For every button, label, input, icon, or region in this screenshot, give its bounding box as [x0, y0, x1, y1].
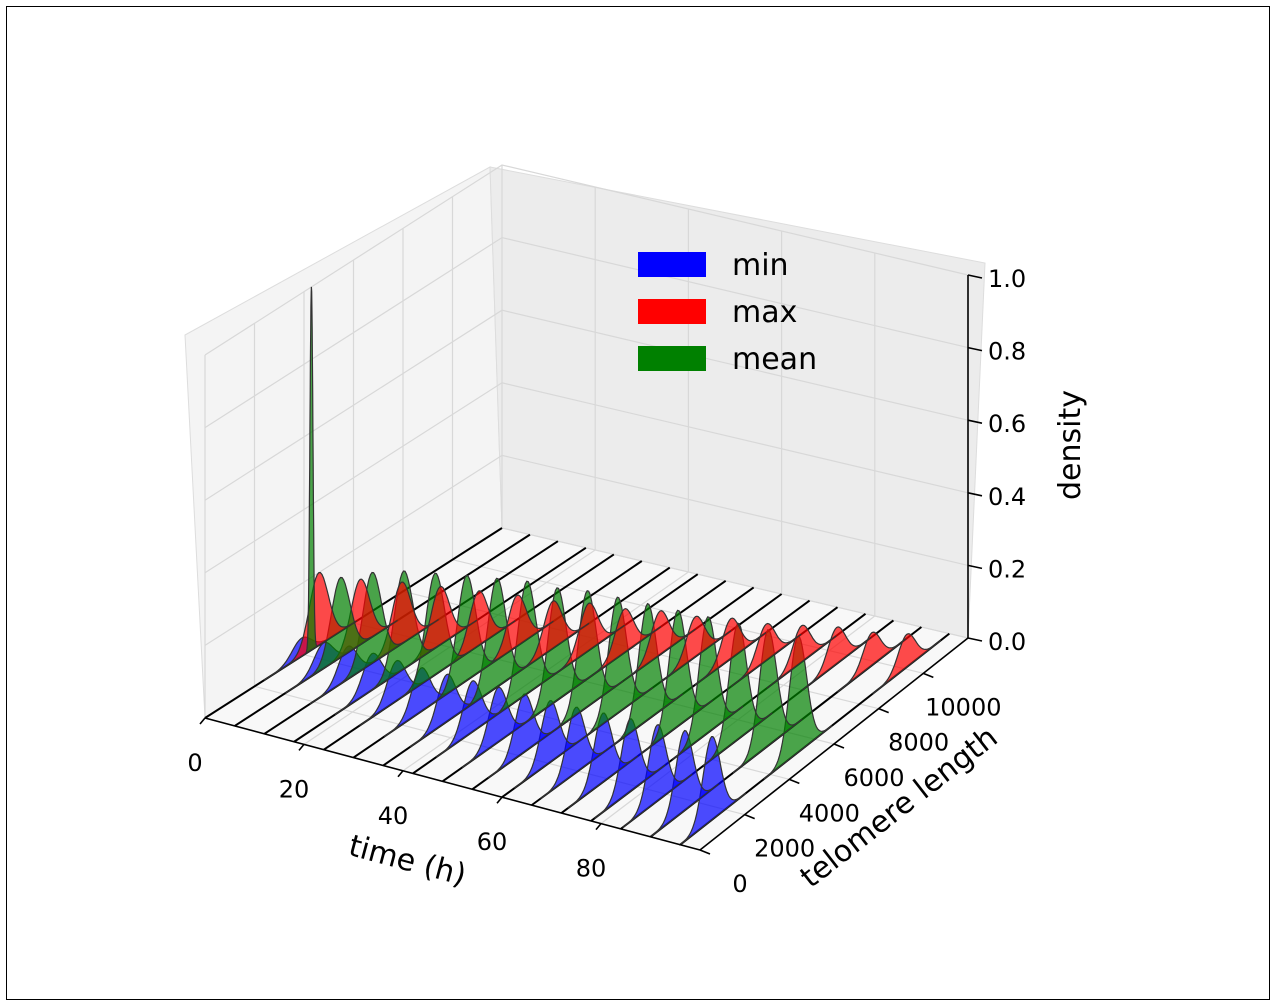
y-tick-label: 10000 [925, 693, 1001, 721]
ridge-mean [520, 587, 594, 727]
z-tick-label: 0.0 [988, 628, 1026, 656]
legend-label-mean: mean [732, 342, 817, 377]
ridge-mean [551, 589, 624, 733]
y-tick [923, 672, 934, 679]
z-tick [967, 419, 983, 424]
ridge-max [730, 622, 802, 687]
ridge-min [650, 729, 720, 838]
y-tick-label: 6000 [843, 764, 904, 792]
z-tick [967, 564, 983, 570]
z-tick-label: 1.0 [988, 265, 1026, 293]
z-tick-label: 0.4 [988, 483, 1026, 511]
ridge-max [837, 631, 907, 693]
ridge-max [623, 610, 696, 681]
x-axis-line [204, 717, 701, 851]
y-tick [878, 707, 889, 714]
x-tick [496, 796, 503, 804]
axes [199, 274, 983, 855]
ridge-min [679, 735, 747, 846]
ridge-max [801, 626, 872, 691]
z-tick-label: 0.8 [988, 338, 1026, 366]
ridge-max [588, 607, 661, 679]
ridge-mean [459, 577, 534, 713]
ridge-min [622, 724, 693, 828]
y-tick [833, 743, 845, 749]
tick-labels: 02040608002000400060008000100000.00.20.4… [187, 265, 1026, 898]
z-tick [967, 492, 983, 497]
ridge-mean [672, 616, 744, 761]
x-tick-label: 0 [187, 749, 202, 777]
x-tick [397, 770, 404, 778]
x-tick-label: 40 [378, 802, 409, 830]
ridge-min [461, 686, 535, 768]
y-tick [699, 849, 711, 855]
ridge-max [872, 633, 942, 695]
x-tick [595, 823, 602, 831]
ridge-mean [581, 596, 654, 740]
ridge-mean [304, 286, 318, 655]
legend-label-min: min [732, 248, 789, 283]
z-tick [967, 346, 983, 352]
y-tick-label: 4000 [799, 799, 860, 827]
ridge-mean [641, 609, 713, 754]
y-tick-label: 8000 [888, 729, 949, 757]
density-ridges [263, 286, 942, 846]
ridge-max [516, 600, 590, 674]
legend: min max mean [638, 248, 817, 377]
z-tick-label: 0.6 [988, 410, 1026, 438]
legend-swatch-max [638, 299, 706, 324]
z-tick-label: 0.2 [988, 555, 1026, 583]
ridge-max [694, 617, 767, 686]
y-tick [744, 813, 755, 820]
y-tick-label: 0 [732, 870, 747, 898]
legend-label-max: max [732, 295, 797, 330]
x-tick [199, 717, 206, 725]
ridge-max [659, 615, 732, 683]
ridge-mean [490, 580, 564, 721]
legend-swatch-mean [638, 346, 706, 371]
z-axis-label: density [1053, 390, 1088, 500]
ridge-max [766, 624, 837, 689]
y-tick [789, 778, 800, 785]
y-tick-label: 2000 [754, 835, 815, 863]
x-tick [298, 743, 305, 751]
ridge-max [280, 571, 357, 670]
ridge-mean [611, 602, 684, 747]
z-tick [967, 637, 983, 642]
x-tick-label: 80 [576, 855, 607, 883]
ridge-max [552, 602, 625, 677]
x-tick-label: 60 [477, 828, 508, 856]
ridge-mean [702, 622, 773, 767]
legend-swatch-min [638, 252, 706, 277]
z-tick [967, 274, 983, 279]
x-tick-label: 20 [279, 775, 310, 803]
x-axis-label: time (h) [345, 828, 470, 893]
